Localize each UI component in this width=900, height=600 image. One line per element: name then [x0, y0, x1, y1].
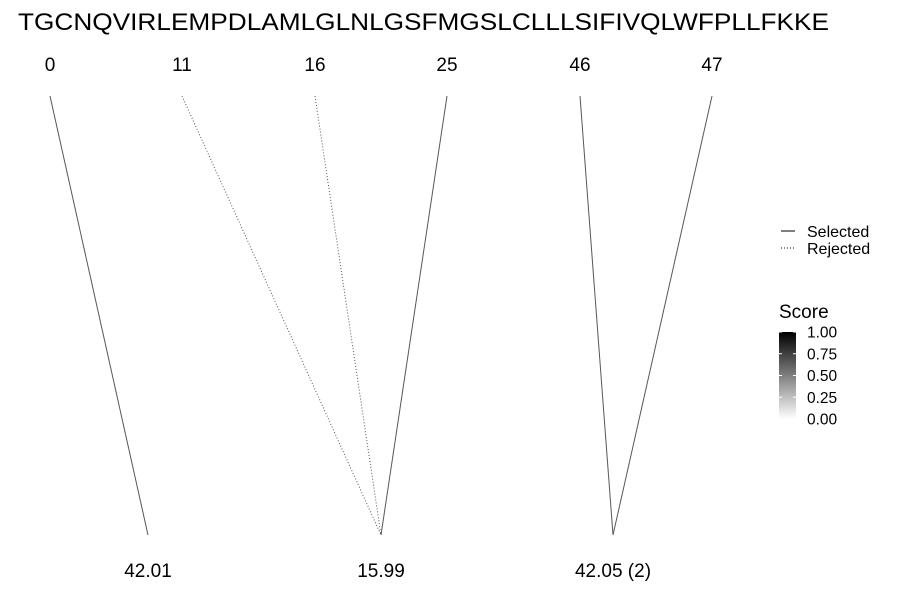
score-legend: Score 1.00 0.75 0.50 0.25 0.00	[779, 302, 838, 429]
score-tick-label: 0.00	[807, 412, 838, 429]
rejected-link-line	[181, 95, 382, 536]
legend-rejected-label: Rejected	[807, 241, 870, 258]
selected-link-line	[579, 95, 614, 536]
selected-link-line	[49, 95, 149, 536]
position-label: 11	[172, 55, 192, 76]
selected-link-line	[380, 95, 448, 536]
selected-link-line	[612, 95, 713, 536]
fragment-labels: 42.01 15.99 42.05 (2)	[124, 561, 651, 582]
position-label: 47	[701, 55, 722, 76]
score-legend-title: Score	[779, 302, 829, 323]
sequence-label: TGCNQVIRLEMPDLAMLGLNLGSFMGSLCLLLSIFIVQLW…	[18, 9, 829, 36]
legend-selected-label: Selected	[807, 224, 869, 241]
position-label: 46	[569, 55, 590, 76]
score-tick-label: 0.25	[807, 390, 837, 407]
fragment-label: 42.05 (2)	[575, 561, 651, 582]
fragment-label: 42.01	[124, 561, 172, 582]
fragment-links	[49, 95, 713, 536]
fragment-label: 15.99	[357, 561, 405, 582]
position-label: 0	[45, 55, 56, 76]
score-tick-label: 1.00	[807, 325, 838, 342]
score-tick-label: 0.75	[807, 346, 837, 363]
position-label: 25	[436, 55, 457, 76]
position-labels: 0 11 16 25 46 47	[45, 55, 723, 76]
score-colorbar	[779, 332, 796, 419]
position-label: 16	[304, 55, 325, 76]
linetype-legend: Selected Rejected	[781, 224, 870, 258]
rejected-link-line	[314, 95, 382, 536]
score-tick-label: 0.50	[807, 368, 838, 385]
